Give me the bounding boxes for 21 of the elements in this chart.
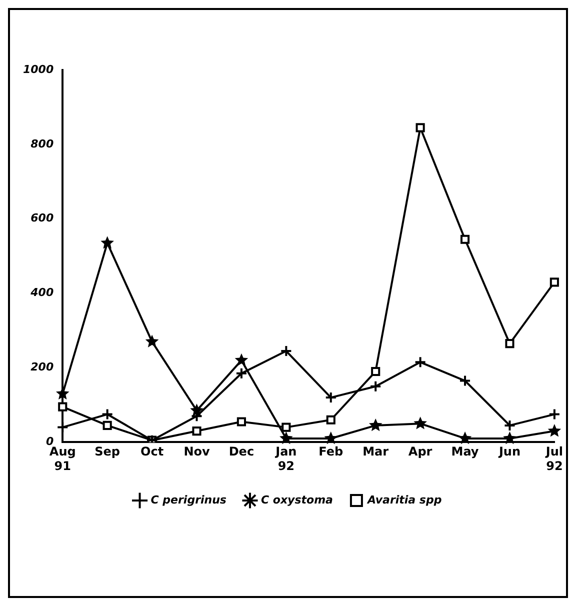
y-tick-label: 1000 — [22, 62, 54, 76]
x-tick-label: Sep — [94, 444, 120, 459]
x-tick-label: Jan 92 — [274, 444, 297, 473]
legend-label: C perigrinus — [150, 493, 227, 506]
y-tick-label: 800 — [30, 137, 54, 150]
y-tick-label: 200 — [30, 360, 54, 374]
x-tick-label: Dec — [228, 444, 254, 459]
x-tick-label: Nov — [184, 444, 210, 459]
x-tick-label: Aug 91 — [49, 444, 76, 473]
frame-outline: C perigrinus C oxystoma Avaritia spp Aug 91 Sep Oct Nov Dec Jan 92 Feb Mar Apr May Jun Jul 92 0 200 400 600 800 1000 — [8, 8, 568, 598]
x-tick-label: Apr — [408, 444, 432, 459]
y-tick-label: 600 — [30, 212, 54, 225]
legend-label: Avaritia spp — [366, 493, 442, 506]
x-tick-label: Feb — [318, 444, 344, 459]
x-tick-label: Jul 92 — [544, 444, 563, 473]
x-tick-label: Jun — [498, 444, 521, 459]
x-tick-label: Mar — [362, 444, 389, 459]
y-tick-label: 400 — [30, 286, 54, 300]
legend-label: C oxystoma — [260, 493, 333, 506]
x-tick-label: Oct — [140, 444, 164, 459]
x-tick-label: May — [451, 444, 479, 459]
